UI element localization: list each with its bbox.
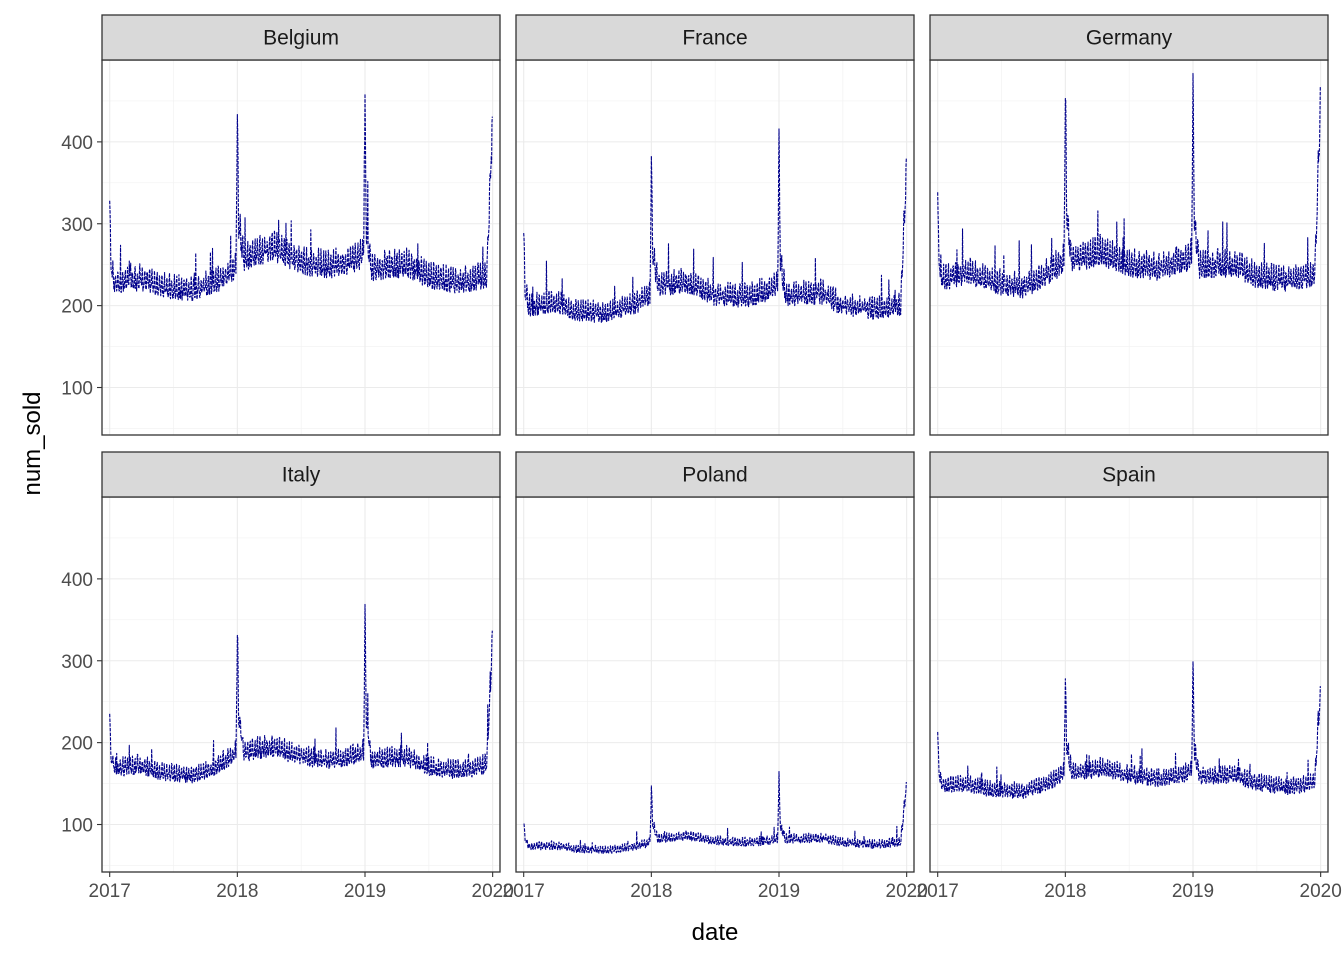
series-line-poland	[523, 771, 907, 854]
y-tick-label: 100	[61, 816, 93, 837]
series-line-germany	[937, 72, 1321, 299]
x-tick-label: 2020	[472, 881, 514, 902]
facet-panel-spain: Spain 2017 2018 2019 2020	[917, 451, 1342, 902]
facet-strip	[515, 451, 915, 498]
y-tick-label: 100	[61, 379, 93, 400]
facet-strip	[515, 14, 915, 61]
facet-strip-label: Italy	[282, 464, 321, 487]
facet-strip	[101, 14, 501, 61]
series-line-france	[523, 128, 907, 323]
x-tick-label: 2019	[344, 881, 386, 902]
x-tick-label: 2020	[1300, 881, 1342, 902]
y-tick-label: 300	[61, 652, 93, 673]
x-axis-title: date	[692, 919, 739, 946]
x-tick-label: 2019	[758, 881, 800, 902]
series-line-italy	[109, 603, 493, 784]
facet-panel-france: France	[515, 14, 915, 436]
x-tick-label: 2018	[216, 881, 258, 902]
y-tick-label: 400	[61, 570, 93, 591]
facet-strip-label: Germany	[1086, 27, 1173, 50]
x-tick-label: 2017	[89, 881, 131, 902]
facet-panel-belgium: Belgium 100 200 300 400	[61, 14, 501, 436]
facet-panel-poland: Poland 2017 2018 2019 2020	[503, 451, 928, 902]
x-tick-label: 2020	[886, 881, 928, 902]
facet-strip-label: Spain	[1102, 464, 1156, 487]
y-tick-label: 400	[61, 133, 93, 154]
series-line-belgium	[109, 93, 493, 302]
y-tick-label: 300	[61, 215, 93, 236]
y-tick-label: 200	[61, 734, 93, 755]
x-tick-label: 2018	[1044, 881, 1086, 902]
facet-panel-italy: Italy 100 200 300 400 2017 2018 2019 2020	[61, 451, 514, 902]
facet-panel-germany: Germany	[929, 14, 1329, 436]
facet-strip	[929, 451, 1329, 498]
facet-strip-label: Belgium	[263, 27, 339, 50]
y-axis-title: num_sold	[19, 391, 46, 495]
series-line-spain	[937, 661, 1321, 799]
facet-strip	[929, 14, 1329, 61]
facet-strip-label: France	[682, 27, 747, 50]
y-tick-label: 200	[61, 297, 93, 318]
x-tick-label: 2018	[630, 881, 672, 902]
facet-strip	[101, 451, 501, 498]
x-tick-label: 2019	[1172, 881, 1214, 902]
facet-strip-label: Poland	[682, 464, 747, 487]
x-tick-label: 2017	[917, 881, 959, 902]
x-tick-label: 2017	[503, 881, 545, 902]
